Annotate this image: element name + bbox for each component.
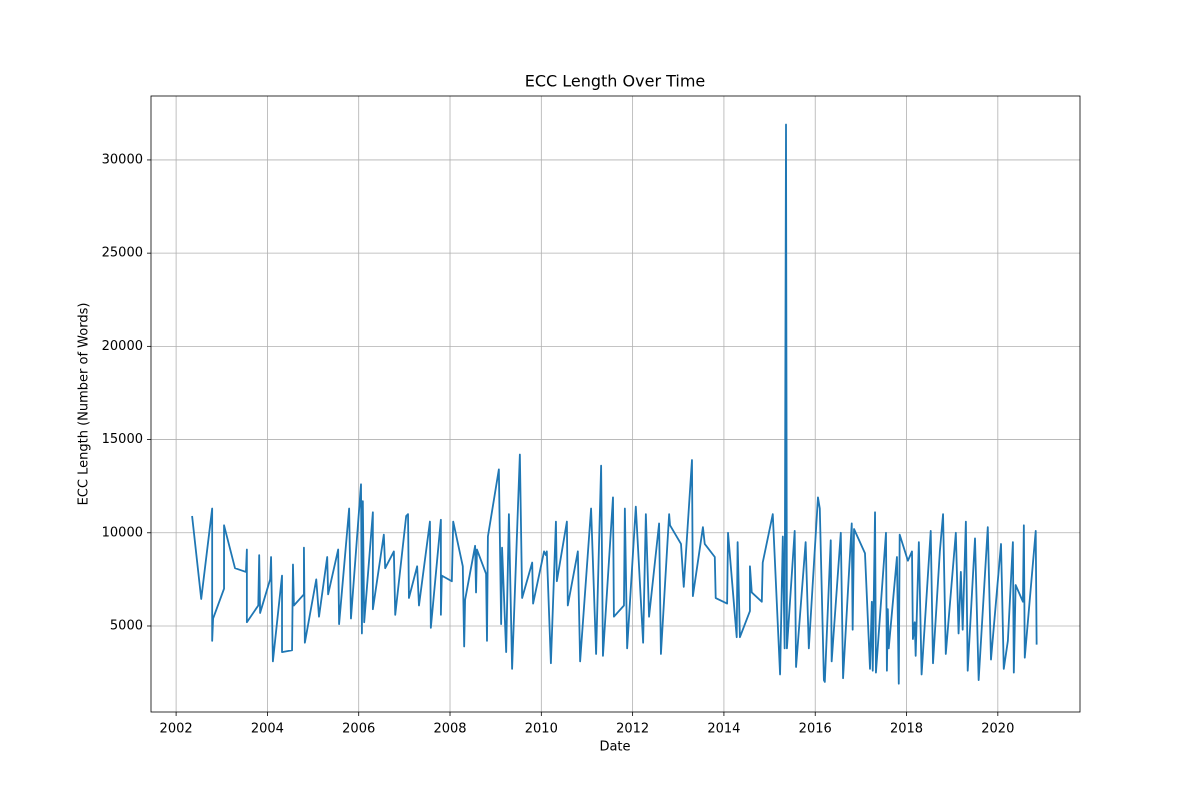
y-tick-label: 15000 <box>102 432 143 447</box>
y-tick-label: 30000 <box>102 152 143 167</box>
x-tick-label: 2016 <box>799 722 832 737</box>
x-tick-label: 2004 <box>251 722 284 737</box>
y-tick-label: 10000 <box>102 525 143 540</box>
x-tick-label: 2020 <box>981 722 1014 737</box>
y-axis-label: ECC Length (Number of Words) <box>77 303 92 506</box>
data-line <box>191 123 1038 685</box>
y-tick-label: 20000 <box>102 339 143 354</box>
x-tick-label: 2014 <box>707 722 740 737</box>
x-tick-label: 2008 <box>433 722 466 737</box>
chart-title: ECC Length Over Time <box>525 72 706 91</box>
plot-frame <box>150 95 1081 713</box>
y-tick-label: 5000 <box>110 618 143 633</box>
x-tick-label: 2010 <box>525 722 558 737</box>
y-tick-label: 25000 <box>102 246 143 261</box>
x-tick-label: 2006 <box>342 722 375 737</box>
x-axis-label: Date <box>599 740 630 755</box>
x-tick-label: 2012 <box>616 722 649 737</box>
x-tick-label: 2002 <box>160 722 193 737</box>
x-tick-label: 2018 <box>890 722 923 737</box>
